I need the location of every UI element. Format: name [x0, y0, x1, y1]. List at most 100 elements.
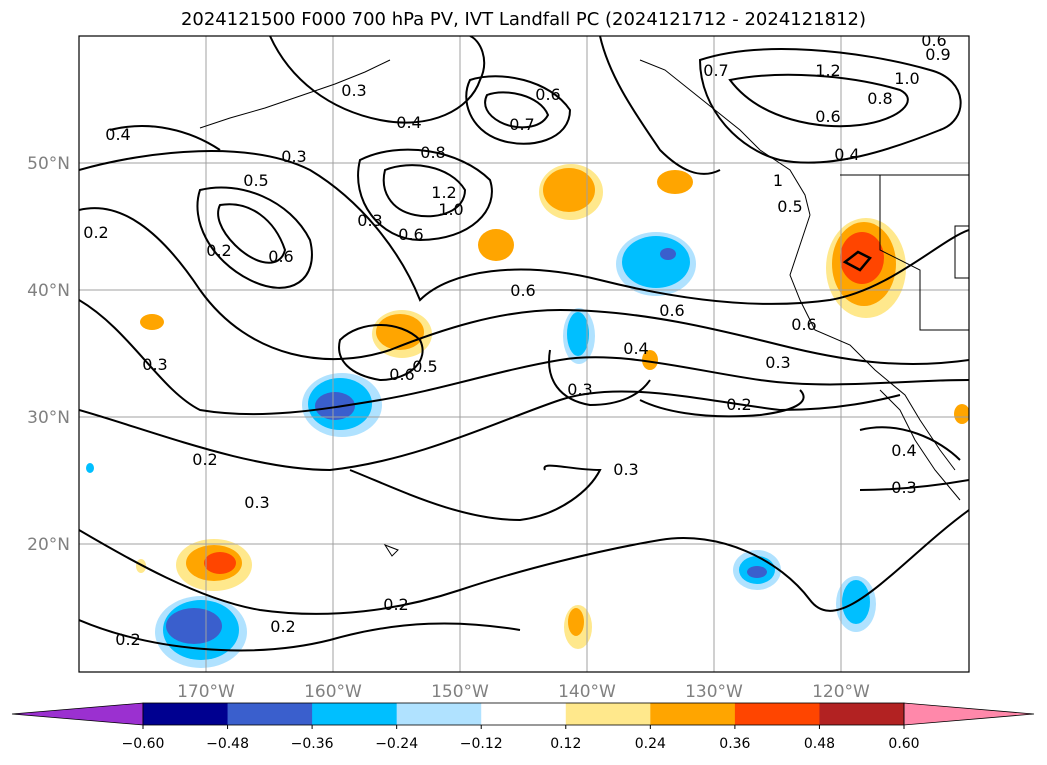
contour-label: 1 — [773, 171, 783, 190]
lon-tick-label: 160°W — [304, 682, 362, 702]
contour-label: 0.6 — [268, 247, 293, 266]
contour-label: 0.3 — [613, 460, 638, 479]
coastlines — [199, 59, 969, 557]
contour-label: 0.2 — [115, 630, 140, 649]
lon-tick-label: 120°W — [812, 682, 870, 702]
positive-anomaly-shade — [140, 314, 164, 330]
negative-anomaly-shade — [315, 392, 355, 420]
contour-label: 0.2 — [270, 617, 295, 636]
lat-tick-label: 30°N — [27, 408, 70, 428]
colorbar — [11, 702, 1035, 726]
pv-contour-max — [842, 250, 872, 272]
lat-axis: 50°N 40°N 30°N 20°N — [27, 154, 70, 555]
colorbar-frame — [142, 702, 905, 726]
contour-label: 0.2 — [383, 595, 408, 614]
contour-label: 0.3 — [357, 211, 382, 230]
positive-anomaly-shade — [204, 552, 236, 574]
contour-label: 0.6 — [815, 107, 840, 126]
contour-label: 0.7 — [509, 115, 534, 134]
colorbar-labels: −0.60 −0.48 −0.36 −0.24 −0.12 0.12 0.24 0.36 0.4… — [122, 725, 920, 752]
contour-label: 0.3 — [567, 380, 592, 399]
contour-label: 0.3 — [765, 353, 790, 372]
contour-label: 1.2 — [815, 61, 840, 80]
contour-label: 0.4 — [891, 441, 916, 460]
contour-label: 0.2 — [206, 241, 231, 260]
colorbar-tick-label: −0.60 — [122, 736, 165, 752]
contour-label: 0.6 — [791, 315, 816, 334]
colorbar-tick-label: 0.24 — [635, 736, 666, 752]
map-frame — [78, 35, 970, 673]
contour-label: 0.6 — [659, 301, 684, 320]
contour-label: 1.0 — [438, 200, 463, 219]
positive-anomaly-shade — [568, 608, 584, 636]
colorbar-tick-label: −0.12 — [460, 736, 503, 752]
positive-anomaly-shade — [657, 170, 693, 194]
colorbar-tick-label: 0.48 — [804, 736, 835, 752]
colorbar-tick-label: 0.60 — [888, 736, 919, 752]
contour-label: 0.4 — [623, 339, 648, 358]
positive-anomaly-shade — [543, 168, 595, 212]
contour-label: 0.5 — [777, 197, 802, 216]
contour-label: 0.2 — [192, 450, 217, 469]
negative-anomaly-shade — [166, 608, 222, 644]
lon-tick-label: 170°W — [177, 682, 235, 702]
colorbar-extend-high — [903, 702, 1035, 726]
contour-label: 1.0 — [894, 69, 919, 88]
positive-anomaly-shade — [478, 229, 514, 261]
lat-tick-label: 50°N — [27, 154, 70, 174]
contour-label: 0.4 — [105, 125, 130, 144]
contour-label: 0.4 — [396, 113, 421, 132]
negative-anomaly-shade — [747, 566, 767, 578]
colorbar-segment — [396, 703, 482, 725]
contour-label-layer: 0.20.40.30.30.4 0.70.60.50.60.81.21.00.60… — [83, 31, 950, 649]
colorbar-segment — [734, 703, 820, 725]
colorbar-segment — [312, 703, 398, 725]
contour-label: 0.6 — [510, 281, 535, 300]
colorbar-segment — [565, 703, 651, 725]
lon-tick-label: 130°W — [685, 682, 743, 702]
colorbar-extend-low — [11, 702, 144, 726]
colorbar-segment — [227, 703, 313, 725]
negative-anomaly-shade — [660, 248, 676, 260]
contour-label: 0.5 — [412, 357, 437, 376]
colorbar-tick-label: −0.48 — [206, 736, 249, 752]
positive-anomaly-shade — [840, 232, 884, 284]
contour-label: 0.6 — [398, 225, 423, 244]
colorbar-segment — [481, 703, 567, 725]
lon-tick-label: 150°W — [431, 682, 489, 702]
contour-label: 0.3 — [142, 355, 167, 374]
map-title: 2024121500 F000 700 hPa PV, IVT Landfall… — [180, 9, 867, 30]
contour-label: 1.2 — [431, 183, 456, 202]
contour-label: 0.9 — [925, 45, 950, 64]
contour-label: 0.3 — [244, 493, 269, 512]
contour-label: 0.2 — [726, 395, 751, 414]
negative-anomaly-shade — [622, 236, 690, 288]
negative-anomaly-shade — [567, 312, 589, 356]
lon-axis: 170°W 160°W 150°W 140°W 130°W 120°W — [177, 682, 870, 702]
colorbar-tick-label: −0.36 — [291, 736, 334, 752]
contour-label: 0.2 — [83, 223, 108, 242]
positive-anomaly-shade — [954, 404, 969, 424]
contour-label: 0.5 — [243, 171, 268, 190]
contour-label: 0.3 — [341, 81, 366, 100]
pv-contours — [79, 36, 969, 652]
colorbar-tick-label: 0.12 — [550, 736, 581, 752]
contour-label: 0.6 — [535, 85, 560, 104]
positive-anomaly-shade — [642, 350, 658, 370]
contour-label: 0.6 — [389, 365, 414, 384]
negative-anomaly-shade — [86, 463, 94, 473]
colorbar-segment — [650, 703, 736, 725]
contour-label: 0.7 — [703, 61, 728, 80]
lat-tick-label: 20°N — [27, 535, 70, 555]
lat-tick-label: 40°N — [27, 281, 70, 301]
colorbar-segment — [143, 703, 229, 725]
contour-label: 0.3 — [891, 478, 916, 497]
colorbar-segment — [819, 703, 905, 725]
contour-label: 0.8 — [420, 143, 445, 162]
contour-label: 0.4 — [834, 145, 859, 164]
lon-tick-label: 140°W — [558, 682, 616, 702]
colorbar-tick-label: −0.24 — [375, 736, 418, 752]
contour-label: 0.3 — [281, 147, 306, 166]
contour-label: 0.6 — [921, 31, 946, 50]
